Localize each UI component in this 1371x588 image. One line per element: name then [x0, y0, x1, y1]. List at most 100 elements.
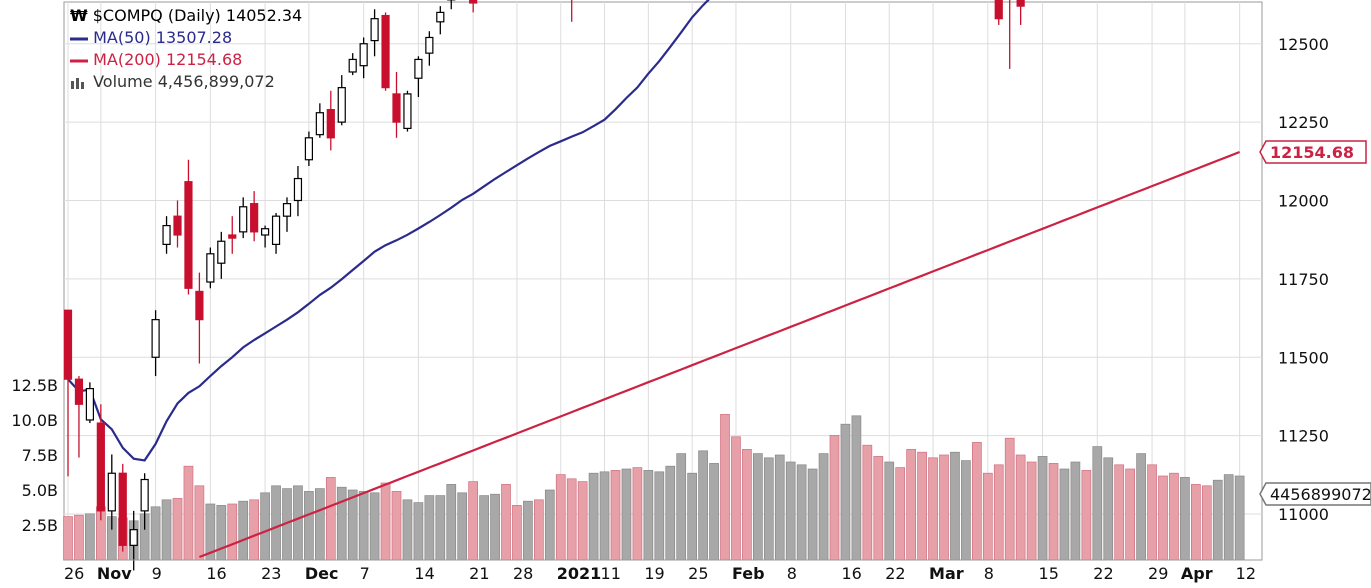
ma200-path [199, 150, 1241, 559]
volume-bar [380, 482, 391, 561]
price-tick-label: 12250 [1278, 113, 1329, 132]
date-tick-label: 22 [1093, 564, 1113, 583]
candle-down [63, 309, 73, 380]
volume-bar [566, 478, 577, 561]
volume-bar [1223, 474, 1234, 561]
volume-bar [599, 471, 610, 561]
price-tick-label: 12000 [1278, 192, 1329, 211]
candle-up [337, 87, 346, 123]
price-tick-label: 11500 [1278, 348, 1329, 367]
price-tick-label: 11750 [1278, 270, 1329, 289]
volume-bar [818, 453, 829, 561]
volume-tick-label: 2.5B [22, 516, 58, 535]
candle-down [250, 203, 259, 233]
legend-ma50-text: MA(50) 13507.28 [93, 28, 233, 47]
legend-ma50: MA(50) 13507.28 [70, 28, 232, 48]
candle-legend-icon: ₩ [70, 6, 88, 25]
candle-up [107, 472, 116, 512]
volume-bar [216, 505, 227, 561]
volume-bar [1103, 457, 1114, 561]
volume-bar [533, 499, 544, 561]
grid [63, 1, 1263, 561]
volume-bar [698, 450, 708, 561]
volume-bar [183, 465, 194, 561]
volume-bar [1234, 475, 1245, 561]
volume-bar [1070, 461, 1081, 561]
candle-up [293, 177, 303, 202]
volume-tick-label: 7.5B [22, 446, 58, 465]
volume-bar [238, 500, 249, 561]
ma200-line [199, 150, 1241, 559]
volume-bar [731, 436, 741, 561]
candle-up [261, 228, 270, 236]
volume-bar [468, 481, 478, 561]
date-tick-label: 15 [1039, 564, 1059, 583]
candle-down [184, 181, 193, 289]
date-tick-label: 21 [469, 564, 489, 583]
candle-down [381, 14, 390, 89]
volume-bar [950, 451, 960, 561]
date-axis: 26 Nov 9 16 23 Dec 7 14 21 28 2021 11 19 25 Feb 8 16 22 Ma… [64, 559, 1262, 583]
volume-bar [325, 477, 336, 561]
legend-title-text: $COMPQ (Daily) 14052.34 [92, 6, 303, 25]
volume-bar [1004, 437, 1015, 561]
volume-bar [369, 492, 380, 561]
volume-legend-icon [71, 77, 84, 89]
date-tick-label: 22 [885, 564, 905, 583]
date-tick-label: 14 [414, 564, 434, 583]
volume-bar [1180, 477, 1190, 561]
volume-bar [358, 491, 369, 561]
legend-title: ₩ $COMPQ (Daily) 14052.34 [70, 6, 302, 26]
volume-bar [457, 492, 468, 561]
volume-bar [687, 472, 698, 561]
volume-bar [971, 442, 982, 561]
volume-bar [884, 461, 895, 561]
date-tick-label: 16 [841, 564, 861, 583]
volume-bar [249, 499, 259, 561]
volume-bar [1190, 484, 1201, 561]
date-tick-label: 11 [601, 564, 621, 583]
volume-bar [63, 516, 73, 561]
candle-up [129, 529, 138, 546]
date-tick-label: 25 [688, 564, 708, 583]
volume-bar [1048, 463, 1059, 561]
volume-bar [829, 435, 840, 561]
volume-bar [523, 500, 533, 561]
volume-bar [391, 491, 402, 561]
ma50-line [67, 0, 710, 462]
volume-bar [1147, 464, 1157, 561]
last-volume-label-box [1259, 482, 1371, 506]
candle-up [140, 478, 149, 512]
volume-bar [873, 456, 884, 561]
legend-ma200-text: MA(200) 12154.68 [93, 50, 243, 69]
volume-bar [293, 485, 303, 561]
date-tick-label: 23 [261, 564, 281, 583]
ma50-path [67, 0, 710, 462]
date-tick-label: 16 [206, 564, 226, 583]
volume-bar [961, 460, 971, 561]
volume-bar [555, 474, 566, 561]
volume-bar [917, 451, 927, 561]
candle-up [85, 388, 95, 421]
volume-bar [172, 498, 183, 561]
volume-bar [271, 485, 281, 561]
candle-down [173, 215, 182, 236]
plot-area [63, 1, 1263, 561]
volume-bar [490, 493, 500, 561]
volume-bar [774, 454, 785, 561]
volume-bar [1136, 453, 1146, 561]
volume-bar [413, 502, 424, 561]
date-tick-label: 8 [787, 564, 797, 583]
volume-bar [643, 470, 654, 561]
date-tick-label: 8 [984, 564, 994, 583]
price-tick-label: 12500 [1278, 35, 1329, 54]
legend-volume: Volume 4,456,899,072 [70, 72, 275, 92]
volume-bar [260, 492, 270, 561]
volume-bar [227, 503, 238, 561]
volume-bar [939, 454, 949, 561]
candle-up [304, 137, 313, 161]
date-tick-label: 28 [513, 564, 533, 583]
date-tick-label: 26 [64, 564, 84, 583]
volume-bar [928, 457, 938, 561]
volume-bar [709, 463, 719, 561]
